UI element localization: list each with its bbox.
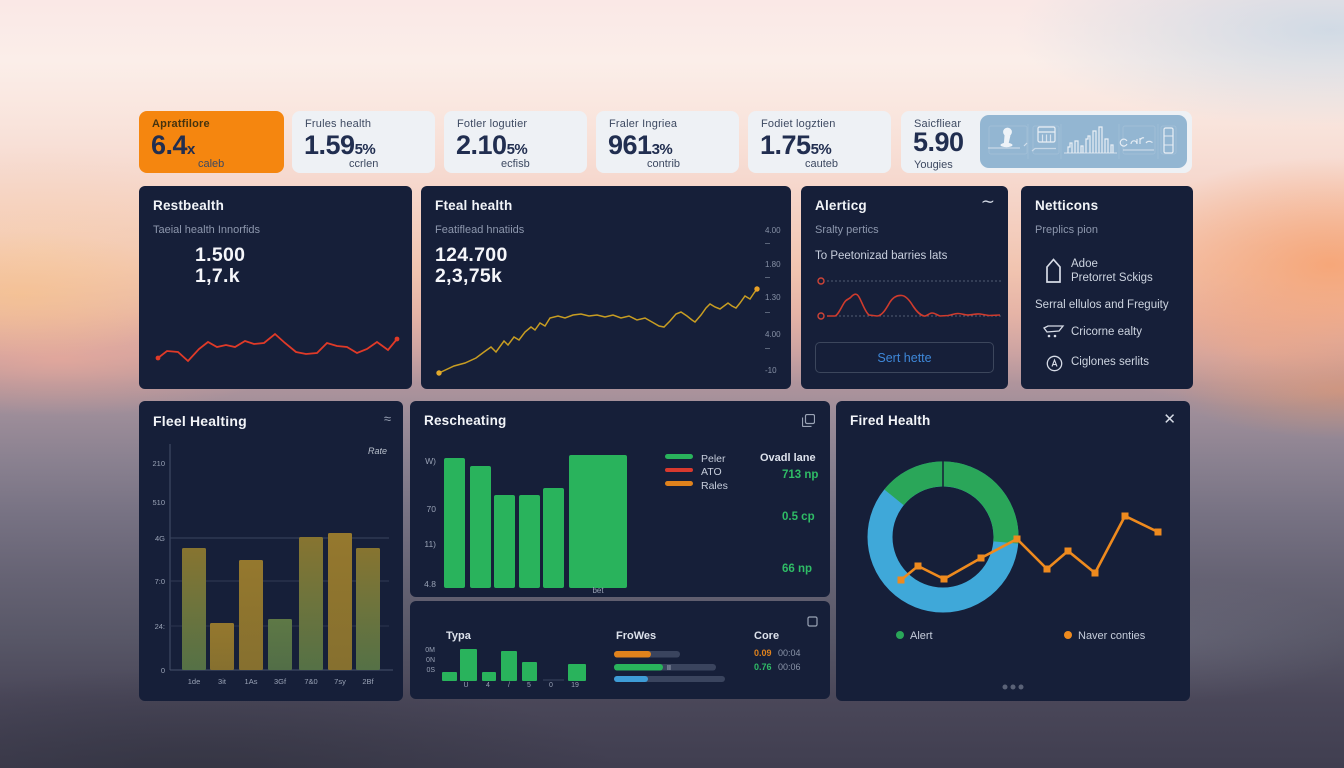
svg-text:U: U — [463, 682, 468, 689]
svg-text:0.09: 0.09 — [754, 648, 772, 658]
svg-text:0N: 0N — [426, 657, 435, 664]
svg-text:510: 510 — [152, 498, 165, 507]
svg-text:713 np: 713 np — [782, 469, 818, 481]
svg-text:3it: 3it — [218, 677, 227, 686]
svg-text:19: 19 — [571, 682, 579, 689]
svg-text:2Bf: 2Bf — [362, 677, 374, 686]
svg-text:Typa: Typa — [446, 630, 472, 642]
svg-text:Peler: Peler — [701, 453, 726, 465]
svg-text:4G: 4G — [155, 534, 165, 543]
svg-text:24:: 24: — [155, 622, 165, 631]
svg-text:Ovadl lane: Ovadl lane — [760, 452, 816, 464]
svg-text:II: II — [667, 665, 671, 672]
svg-text:11): 11) — [424, 539, 436, 549]
svg-text:00:04: 00:04 — [778, 648, 801, 658]
svg-text:00:06: 00:06 — [778, 662, 801, 672]
svg-text:4: 4 — [486, 682, 490, 689]
svg-text:1de: 1de — [188, 677, 201, 686]
svg-text:1As: 1As — [245, 677, 258, 686]
svg-text:0.76: 0.76 — [754, 662, 772, 672]
svg-text:70: 70 — [427, 504, 437, 514]
svg-text:ATO: ATO — [701, 466, 722, 478]
svg-text:0S: 0S — [426, 667, 435, 674]
svg-text:0: 0 — [549, 682, 553, 689]
svg-text:FroWes: FroWes — [616, 630, 656, 642]
svg-text:0M: 0M — [425, 647, 435, 654]
svg-text:0: 0 — [161, 666, 165, 675]
svg-text:5: 5 — [527, 682, 531, 689]
svg-text:bet: bet — [592, 586, 604, 595]
svg-text:Alert: Alert — [910, 630, 933, 642]
svg-text:7:0: 7:0 — [155, 577, 165, 586]
svg-text:3Gf: 3Gf — [274, 677, 287, 686]
svg-text:W): W) — [425, 456, 436, 466]
svg-text:7&0: 7&0 — [304, 677, 317, 686]
svg-text:Naver conties: Naver conties — [1078, 630, 1146, 642]
svg-text:7sy: 7sy — [334, 677, 346, 686]
svg-text:Core: Core — [754, 630, 779, 642]
svg-text:/: / — [508, 682, 510, 689]
svg-text:Rales: Rales — [701, 480, 728, 492]
svg-text:66 np: 66 np — [782, 563, 812, 575]
svg-text:210: 210 — [152, 459, 165, 468]
svg-text:4.8: 4.8 — [424, 579, 436, 589]
svg-text:0.5 cp: 0.5 cp — [782, 511, 815, 523]
